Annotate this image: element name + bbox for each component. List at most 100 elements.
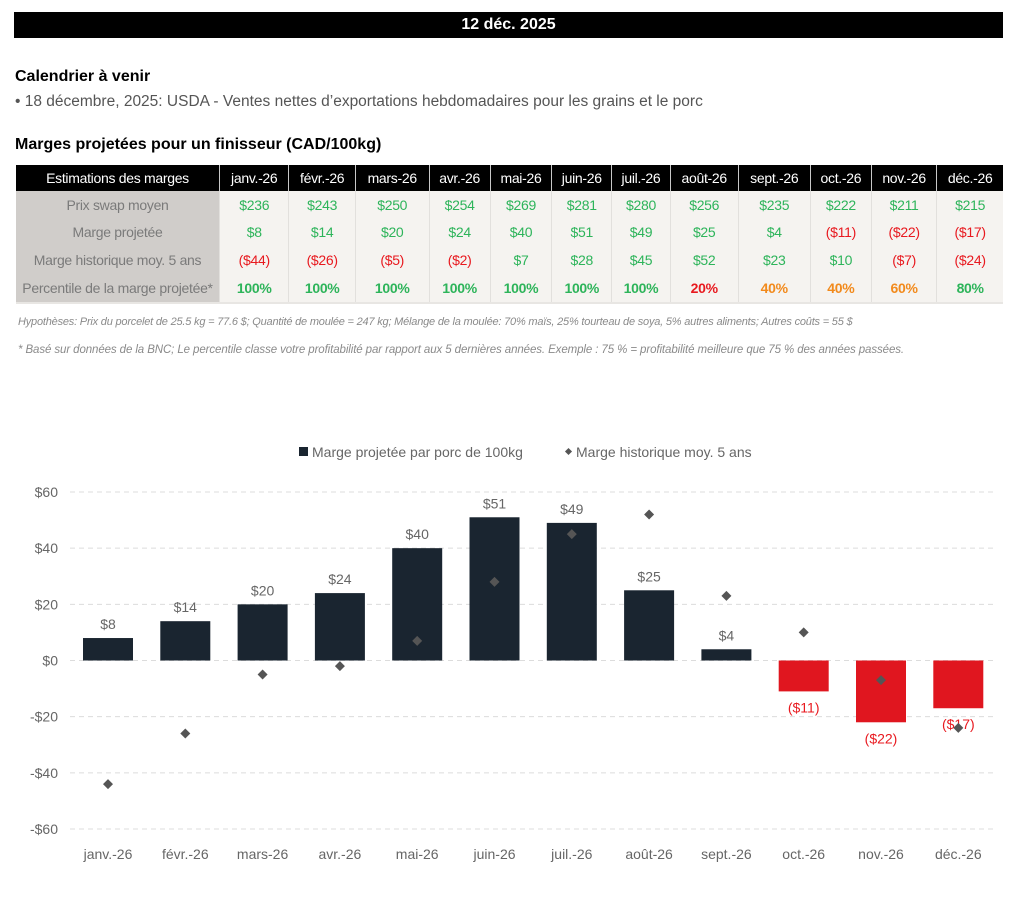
- bar: [314, 593, 365, 661]
- date-banner: 12 déc. 2025: [14, 12, 1003, 38]
- bar-value-labels: $8$14$20$24$40$51$49$25$4($11)($22)($17): [100, 495, 974, 746]
- row-label: Marge projetée: [16, 218, 220, 246]
- table-row: Prix swap moyen $236 $243 $250 $254 $269 $281 $…: [16, 191, 1003, 218]
- table-cell: $269: [489, 191, 552, 218]
- x-tick-label: sept.-26: [701, 846, 752, 862]
- historical-marker: [566, 529, 577, 540]
- table-cell: ($5): [354, 246, 430, 274]
- table-cell: $28: [551, 246, 612, 274]
- table-cell: $235: [737, 191, 811, 218]
- column-header: mai-26: [489, 165, 552, 191]
- gridlines: [70, 491, 995, 830]
- x-tick-label: oct.-26: [782, 846, 825, 862]
- calendar-item: • 18 décembre, 2025: USDA - Ventes nette…: [15, 93, 703, 110]
- legend-label-marker: Marge historique moy. 5 ans: [576, 444, 752, 460]
- marker-series: [103, 509, 964, 790]
- historical-marker: [798, 627, 809, 638]
- x-tick-label: juin-26: [472, 846, 515, 862]
- column-header: juin-26: [551, 165, 612, 191]
- x-tick-label: juil.-26: [550, 846, 592, 862]
- table-cell: 80%: [936, 274, 1003, 304]
- x-tick-label: août-26: [625, 846, 673, 862]
- historical-marker: [257, 669, 268, 680]
- table-cell: $24: [428, 218, 491, 246]
- x-tick-label: mars-26: [237, 846, 289, 862]
- corner-header: Estimations des marges: [16, 165, 220, 191]
- x-tick-label: nov.-26: [858, 846, 904, 862]
- y-tick-label: $40: [35, 540, 59, 556]
- table-cell: $14: [288, 218, 356, 246]
- y-tick-label: -$60: [30, 821, 58, 837]
- column-header: nov.-26: [870, 165, 937, 191]
- table-cell: $23: [737, 246, 811, 274]
- column-header: févr.-26: [288, 165, 356, 191]
- bar: [624, 590, 675, 661]
- table-cell: ($24): [936, 246, 1003, 274]
- historical-marker: [876, 675, 886, 686]
- table-cell: 100%: [489, 274, 552, 304]
- row-label: Marge historique moy. 5 ans: [16, 246, 220, 274]
- legend-label-bar: Marge projetée par porc de 100kg: [312, 444, 523, 460]
- table-cell: ($11): [809, 218, 872, 246]
- report-date: 12 déc. 2025: [461, 16, 556, 33]
- bar-value-label: $20: [251, 582, 275, 598]
- table-cell: ($26): [288, 246, 356, 274]
- table-row: Percentile de la marge projetée* 100% 100%…: [16, 274, 1003, 304]
- table-cell: $20: [354, 218, 430, 246]
- table-cell: $222: [809, 191, 872, 218]
- table-cell: $256: [669, 191, 739, 218]
- row-label: Prix swap moyen: [16, 191, 220, 218]
- bar-value-label: $51: [483, 495, 507, 511]
- table-cell: $280: [611, 191, 671, 218]
- historical-marker: [103, 779, 113, 790]
- historical-marker: [334, 661, 345, 672]
- bar-value-label: $8: [100, 616, 116, 632]
- x-axis: janv.-26 févr.-26 mars-26 avr.-26 mai-26 juin…: [83, 846, 982, 862]
- table-cell: 100%: [611, 274, 671, 304]
- historical-marker: [412, 635, 423, 646]
- chart-legend: Marge projetée par porc de 100kg Marge h…: [299, 444, 752, 460]
- table-row: Marge projetée $8 $14 $20 $24 $40 $51 $49 $25 $4(…: [16, 218, 1003, 246]
- y-tick-label: $60: [35, 484, 59, 500]
- bar-value-label: $24: [328, 571, 352, 587]
- x-tick-label: janv.-26: [83, 846, 133, 862]
- bar-value-label: $4: [719, 627, 735, 643]
- assumptions-note: Hypothèses: Prix du porcelet de 25.5 kg …: [18, 316, 853, 328]
- y-tick-label: -$40: [30, 765, 58, 781]
- column-header: mars-26: [354, 165, 430, 191]
- bar: [856, 660, 906, 723]
- x-tick-label: avr.-26: [318, 846, 361, 862]
- y-axis: $60 $40 $20 $0 -$20 -$40 -$60: [30, 484, 58, 837]
- percentile-footnote: * Basé sur données de la BNC; Le percent…: [18, 344, 904, 356]
- table-cell: $49: [611, 218, 671, 246]
- table-cell: 100%: [354, 274, 430, 304]
- table-cell: $7: [489, 246, 552, 274]
- table-cell: 100%: [218, 274, 289, 304]
- historical-marker: [180, 728, 191, 739]
- column-header: avr.-26: [428, 165, 491, 191]
- table-header-row: Estimations des marges janv.-26 févr.-26 m…: [16, 165, 1003, 191]
- x-tick-label: mai-26: [396, 846, 439, 862]
- historical-marker: [489, 576, 500, 587]
- bar-value-label: $40: [406, 526, 430, 542]
- column-header: juil.-26: [611, 165, 671, 191]
- x-tick-label: déc.-26: [935, 846, 982, 862]
- table-cell: ($17): [936, 218, 1003, 246]
- table-cell: 20%: [669, 274, 739, 304]
- table-cell: $243: [288, 191, 356, 218]
- column-header: janv.-26: [218, 165, 289, 191]
- bar: [469, 517, 520, 661]
- calendar-title: Calendrier à venir: [15, 68, 151, 85]
- table-cell: $40: [489, 218, 552, 246]
- table-cell: $8: [218, 218, 289, 246]
- historical-marker: [721, 590, 732, 601]
- bar: [933, 660, 984, 709]
- table-cell: 100%: [551, 274, 612, 304]
- table-cell: 60%: [870, 274, 937, 304]
- table-cell: ($44): [218, 246, 289, 274]
- bar: [237, 604, 288, 661]
- y-tick-label: -$20: [30, 709, 58, 725]
- table-cell: ($7): [870, 246, 937, 274]
- table-cell: $4: [737, 218, 811, 246]
- table-cell: 40%: [809, 274, 872, 304]
